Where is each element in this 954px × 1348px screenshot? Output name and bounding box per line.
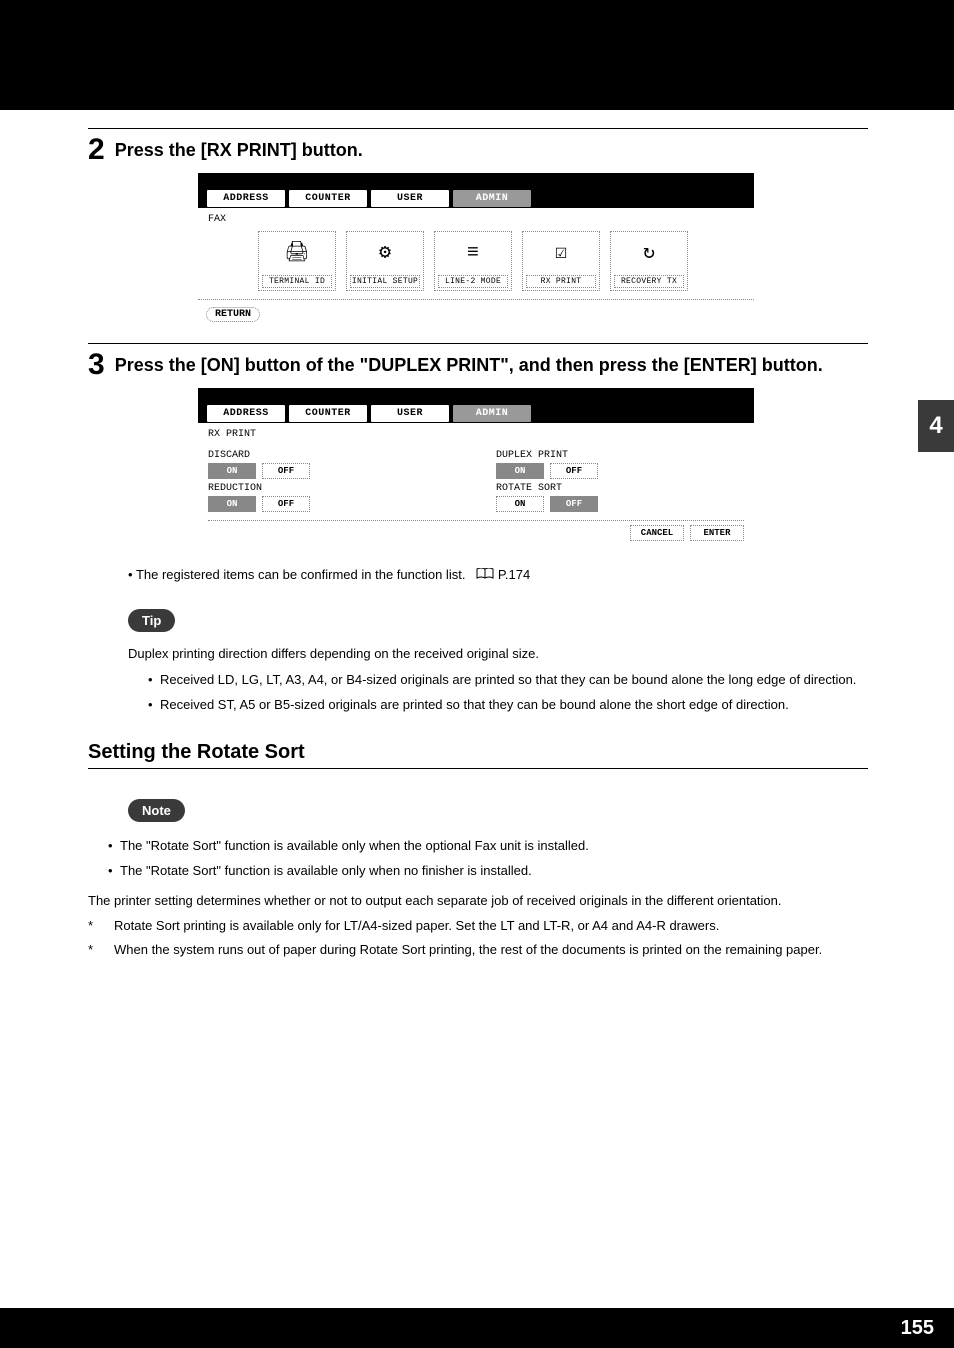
chapter-tab: 4 bbox=[918, 400, 954, 452]
step-2-header: 2 Press the [RX PRINT] button. bbox=[88, 128, 868, 165]
note-bullet-2: The "Rotate Sort" function is available … bbox=[108, 861, 868, 881]
tip-intro: Duplex printing direction differs depend… bbox=[128, 644, 868, 664]
rotate-sort-off[interactable]: OFF bbox=[550, 496, 598, 512]
page-content: 2 Press the [RX PRINT] button. ADDRESS C… bbox=[88, 128, 868, 963]
line2-label: LINE-2 MODE bbox=[438, 275, 508, 288]
note-pill: Note bbox=[128, 799, 185, 822]
terminal-id-icon: 🖨 bbox=[284, 232, 309, 275]
step-3-heading: Press the [ON] button of the "DUPLEX PRI… bbox=[115, 354, 823, 377]
tab-counter[interactable]: COUNTER bbox=[288, 189, 368, 208]
step-3-header: 3 Press the [ON] button of the "DUPLEX P… bbox=[88, 343, 868, 380]
page-ref: P.174 bbox=[498, 567, 530, 582]
page-black-header bbox=[0, 0, 954, 110]
recovery-tx-icon: ↻ bbox=[643, 232, 655, 275]
line2-icon: ≡ bbox=[467, 232, 479, 275]
duplex-on[interactable]: ON bbox=[496, 463, 544, 479]
cancel-button[interactable]: CANCEL bbox=[630, 525, 684, 541]
page-number: 155 bbox=[901, 1317, 934, 1340]
duplex-off[interactable]: OFF bbox=[550, 463, 598, 479]
rx-print-label: RX PRINT bbox=[526, 275, 596, 288]
soft-buttons-row: 🖨 TERMINAL ID ⚙ INITIAL SETUP ≡ LINE-2 M… bbox=[258, 231, 744, 291]
star-2-text: When the system runs out of paper during… bbox=[114, 940, 822, 960]
recovery-tx-label: RECOVERY TX bbox=[614, 275, 684, 288]
soft-btn-initial-setup[interactable]: ⚙ INITIAL SETUP bbox=[346, 231, 424, 291]
step-3-note-line: • The registered items can be confirmed … bbox=[128, 567, 868, 583]
initial-setup-label: INITIAL SETUP bbox=[350, 275, 420, 288]
reduction-on[interactable]: ON bbox=[208, 496, 256, 512]
duplex-label: DUPLEX PRINT bbox=[496, 450, 744, 461]
initial-setup-icon: ⚙ bbox=[379, 232, 391, 275]
toggle-groups: DISCARD ON OFF REDUCTION ON OFF bbox=[208, 446, 744, 512]
tab-user[interactable]: USER bbox=[370, 189, 450, 208]
soft-btn-terminal-id[interactable]: 🖨 TERMINAL ID bbox=[258, 231, 336, 291]
tab-counter-2[interactable]: COUNTER bbox=[288, 404, 368, 423]
step-2-heading: Press the [RX PRINT] button. bbox=[115, 139, 363, 162]
step-2-number: 2 bbox=[88, 135, 105, 165]
rotate-sort-title: Setting the Rotate Sort bbox=[88, 741, 868, 769]
return-row: RETURN bbox=[198, 299, 754, 325]
tip-bullet-1: Received LD, LG, LT, A3, A4, or B4-sized… bbox=[148, 670, 868, 690]
step-3-number: 3 bbox=[88, 350, 105, 380]
rotate-sort-para: The printer setting determines whether o… bbox=[88, 891, 868, 911]
terminal-id-label: TERMINAL ID bbox=[262, 275, 332, 288]
tab-address[interactable]: ADDRESS bbox=[206, 189, 286, 208]
book-icon bbox=[476, 568, 494, 583]
discard-off[interactable]: OFF bbox=[262, 463, 310, 479]
tab-admin-2[interactable]: ADMIN bbox=[452, 404, 532, 423]
tip-bullets: Received LD, LG, LT, A3, A4, or B4-sized… bbox=[148, 670, 868, 715]
discard-label: DISCARD bbox=[208, 450, 456, 461]
lcd-screen-title-2: RX PRINT bbox=[208, 429, 744, 440]
step-2-screenshot: ADDRESS COUNTER USER ADMIN FAX 🖨 TERMINA… bbox=[198, 173, 868, 325]
step-3-note-text: The registered items can be confirmed in… bbox=[136, 567, 466, 582]
tab-user-2[interactable]: USER bbox=[370, 404, 450, 423]
lcd-tabs: ADDRESS COUNTER USER ADMIN bbox=[198, 189, 754, 208]
action-row: CANCEL ENTER bbox=[208, 520, 744, 541]
note-bullet-1: The "Rotate Sort" function is available … bbox=[108, 836, 868, 856]
tip-bullet-2: Received ST, A5 or B5-sized originals ar… bbox=[148, 695, 868, 715]
tip-pill: Tip bbox=[128, 609, 175, 632]
star-list: * Rotate Sort printing is available only … bbox=[88, 916, 868, 959]
enter-button[interactable]: ENTER bbox=[690, 525, 744, 541]
soft-btn-rx-print[interactable]: ☑ RX PRINT bbox=[522, 231, 600, 291]
page-footer: 155 bbox=[0, 1308, 954, 1348]
note-bullets: The "Rotate Sort" function is available … bbox=[108, 836, 868, 881]
return-button[interactable]: RETURN bbox=[206, 307, 260, 322]
rotate-sort-label: ROTATE SORT bbox=[496, 483, 744, 494]
star-1-text: Rotate Sort printing is available only f… bbox=[114, 916, 719, 936]
soft-btn-recovery-tx[interactable]: ↻ RECOVERY TX bbox=[610, 231, 688, 291]
reduction-off[interactable]: OFF bbox=[262, 496, 310, 512]
reduction-label: REDUCTION bbox=[208, 483, 456, 494]
star-2-marker: * bbox=[88, 940, 100, 960]
discard-on[interactable]: ON bbox=[208, 463, 256, 479]
star-1-marker: * bbox=[88, 916, 100, 936]
tab-address-2[interactable]: ADDRESS bbox=[206, 404, 286, 423]
lcd-screen-title: FAX bbox=[208, 214, 744, 225]
tab-admin[interactable]: ADMIN bbox=[452, 189, 532, 208]
soft-btn-line2-mode[interactable]: ≡ LINE-2 MODE bbox=[434, 231, 512, 291]
rx-print-icon: ☑ bbox=[555, 232, 567, 275]
step-3-screenshot: ADDRESS COUNTER USER ADMIN RX PRINT DISC… bbox=[198, 388, 868, 549]
rotate-sort-on[interactable]: ON bbox=[496, 496, 544, 512]
lcd-tabs-2: ADDRESS COUNTER USER ADMIN bbox=[198, 404, 754, 423]
